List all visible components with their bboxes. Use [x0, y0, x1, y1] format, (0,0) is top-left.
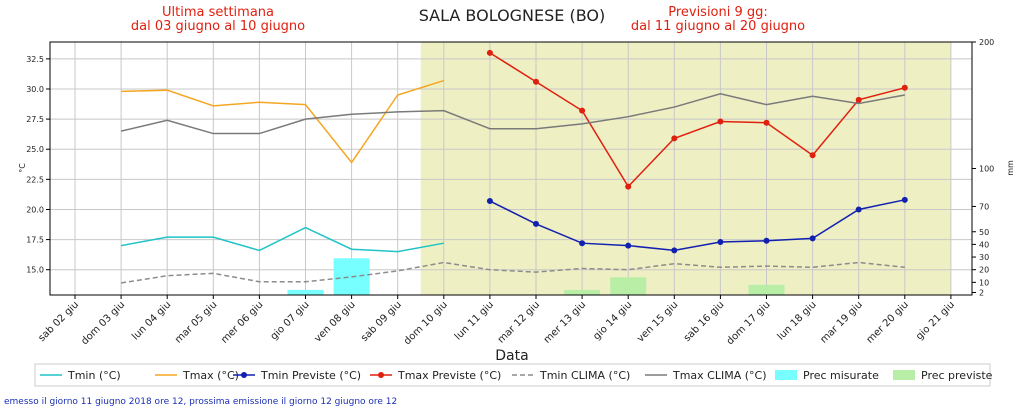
y2-tick-label: 20 [979, 266, 989, 275]
legend-marker [378, 372, 384, 378]
line [489, 199, 905, 252]
marker [625, 242, 632, 249]
bar [748, 284, 785, 295]
legend-label: Prec misurate [803, 369, 879, 382]
line [121, 79, 445, 164]
marker [625, 183, 632, 190]
marker [901, 196, 908, 203]
y2-tick-label: 100 [979, 165, 994, 174]
footer: emesso il giorno 11 giugno 2018 ore 12, … [4, 397, 397, 407]
marker [855, 96, 862, 103]
y-tick-label: 17.5 [26, 236, 44, 245]
x-tick-label: gio 07 giu [269, 299, 312, 342]
marker [763, 237, 770, 244]
y2-tick-label: 10 [979, 278, 989, 287]
marker [717, 118, 724, 125]
y-tick-label: 32.5 [26, 55, 44, 64]
annotation: dal 11 giugno al 20 giugno [631, 19, 805, 34]
forecast-region [420, 42, 951, 295]
y-tick-label: 20.0 [26, 205, 44, 214]
annotation: Ultima settimana [162, 5, 274, 20]
bar [564, 289, 601, 295]
annotation: dal 03 giugno al 10 giugno [131, 19, 305, 34]
x-tick-label: sab 02 giu [36, 299, 81, 344]
x-tick-label: ven 08 giu [312, 299, 357, 344]
plot-frame [49, 41, 973, 296]
y-tick-label: 22.5 [26, 175, 44, 184]
y2-tick-label: 50 [979, 228, 989, 237]
x-tick-label: mer 06 giu [219, 299, 265, 345]
bar [610, 277, 647, 295]
x-tick-label: gio 14 giu [591, 299, 634, 342]
y2-tick-label: 200 [979, 38, 994, 47]
legend-swatch [893, 370, 915, 380]
x-tick-label: mar 19 giu [818, 299, 864, 345]
marker [763, 119, 770, 126]
x-tick-label: mer 20 giu [865, 299, 911, 345]
marker [809, 152, 816, 159]
x-tick-label: gio 21 giu [914, 299, 957, 342]
y2-axis-label: mm [1006, 160, 1015, 176]
marker [671, 247, 678, 254]
marker [717, 238, 724, 245]
legend-label: Prec previste [921, 369, 993, 382]
marker [671, 135, 678, 142]
marker [533, 78, 539, 85]
y2-tick-label: 40 [979, 240, 989, 249]
x-tick-label: sab 09 giu [359, 299, 404, 344]
legend-label: Tmax CLIMA (°C) [672, 369, 767, 382]
line [120, 226, 444, 253]
legend-label: Tmax (°C) [182, 369, 239, 382]
y-axis-label: °C [18, 163, 27, 173]
y-tick-label: 30.0 [26, 85, 44, 94]
legend-label: Tmin (°C) [67, 369, 121, 382]
line [489, 52, 905, 188]
x-tick-label: sab 16 giu [682, 299, 727, 344]
y-tick-label: 15.0 [26, 266, 44, 275]
y2-tick-label: 30 [979, 253, 989, 262]
x-tick-label: lun 11 giu [453, 299, 496, 342]
marker [486, 49, 493, 56]
legend-label: Tmax Previste (°C) [397, 369, 501, 382]
legend-label: Tmin Previste (°C) [260, 369, 361, 382]
annotation: Previsioni 9 gg: [668, 5, 768, 20]
chart-title: SALA BOLOGNESE (BO) [419, 6, 606, 25]
marker [855, 206, 862, 213]
x-tick-label: lun 04 giu [130, 299, 173, 342]
legend-label: Tmin CLIMA (°C) [539, 369, 630, 382]
x-tick-label: ven 15 giu [635, 299, 680, 344]
marker [486, 198, 493, 205]
legend-marker [241, 372, 247, 378]
line [120, 261, 905, 284]
x-tick-label: mer 13 giu [542, 299, 588, 345]
y2-tick-label: 2 [979, 288, 984, 297]
x-tick-label: dom 10 giu [402, 299, 450, 347]
x-tick-label: mar 12 giu [496, 299, 542, 345]
bar [287, 289, 324, 295]
marker [809, 235, 816, 242]
y-tick-label: 27.5 [26, 115, 44, 124]
line [120, 93, 905, 135]
marker [579, 107, 586, 114]
x-axis-label: Data [495, 348, 528, 364]
x-tick-label: lun 18 giu [776, 299, 819, 342]
marker [901, 84, 908, 91]
legend-swatch [775, 370, 797, 380]
marker [533, 220, 539, 227]
y-tick-label: 25.0 [26, 145, 44, 154]
marker [579, 240, 586, 247]
x-tick-label: dom 03 giu [79, 299, 127, 347]
x-tick-label: mar 05 giu [173, 299, 219, 345]
y2-tick-label: 70 [979, 202, 989, 211]
x-tick-label: dom 17 giu [725, 299, 773, 347]
